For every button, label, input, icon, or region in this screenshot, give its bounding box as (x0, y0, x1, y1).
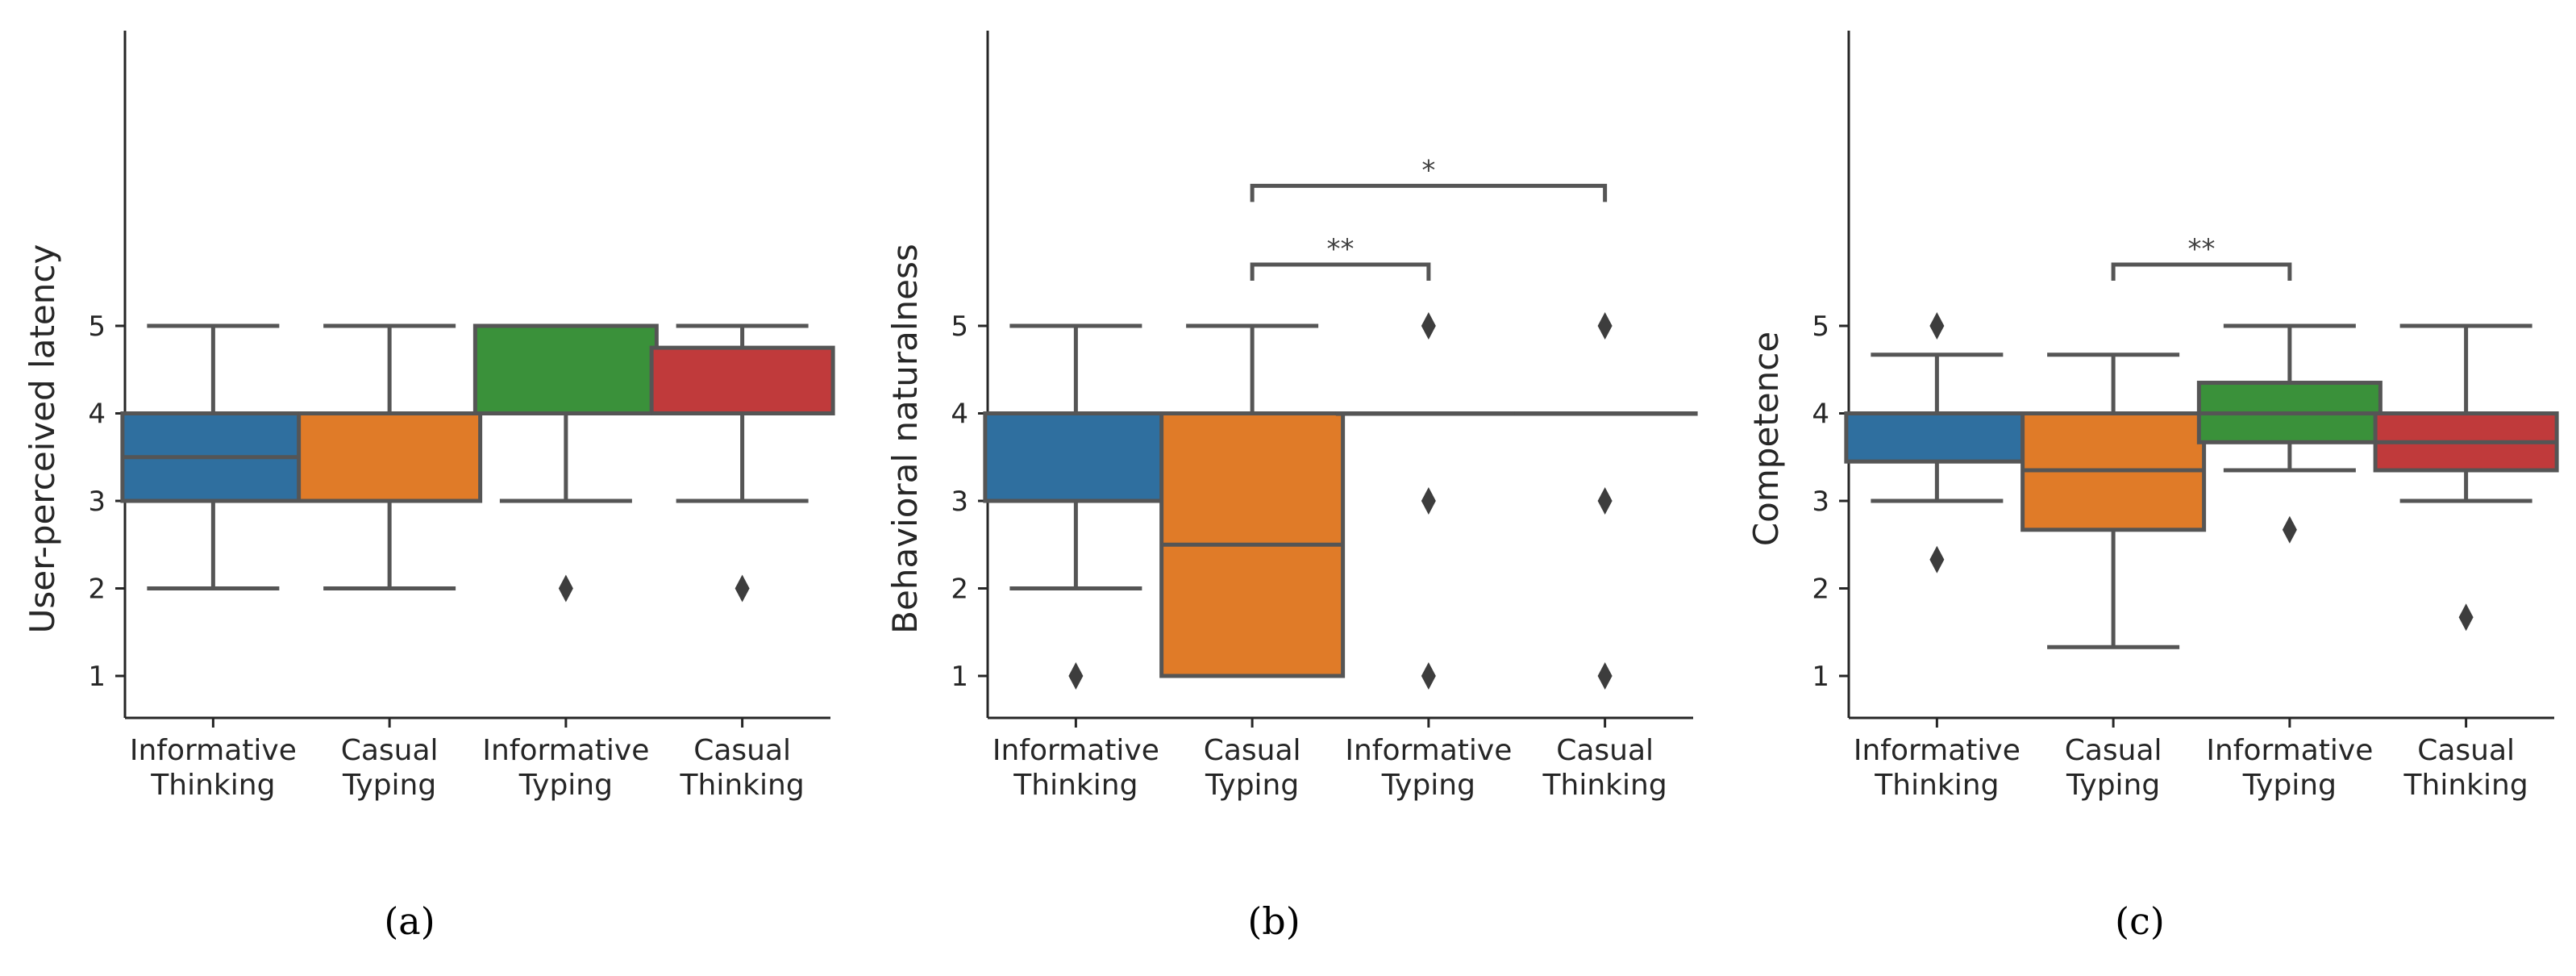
x-tick-label: Casual (1556, 734, 1654, 767)
x-tick-label: Thinking (1013, 769, 1138, 802)
y-tick-label: 5 (88, 311, 106, 343)
y-tick-label: 5 (1812, 311, 1829, 343)
box-body (472, 323, 659, 415)
x-tick-label: Informative (1854, 734, 2020, 767)
outlier-marker (1068, 662, 1084, 690)
x-tick-label: Thinking (1542, 769, 1667, 802)
box-1 (983, 323, 1169, 690)
x-tick-label: Informative (130, 734, 297, 767)
box-3 (2196, 323, 2382, 544)
y-tick-label: 2 (1812, 574, 1829, 606)
significance-bracket (1250, 262, 1431, 282)
y-tick-label: 1 (1812, 661, 1829, 693)
x-tick-label: Thinking (150, 769, 275, 802)
x-tick-label: Informative (482, 734, 649, 767)
x-tick-label: Casual (1204, 734, 1301, 767)
outlier-marker (1597, 662, 1613, 690)
box-2 (2020, 352, 2207, 649)
x-tick-label: Typing (1381, 769, 1475, 802)
y-axis-title: Behavioral naturalness (885, 244, 925, 634)
significance-label: * (1421, 154, 1435, 186)
box-3 (1335, 312, 1521, 690)
outlier-marker (735, 574, 750, 603)
significance-bracket (2111, 262, 2292, 282)
outlier-marker (558, 574, 573, 603)
box-body (297, 411, 483, 503)
outlier-marker (1929, 312, 1945, 340)
x-tick-label: Typing (2066, 769, 2160, 802)
x-tick-label: Casual (2065, 734, 2162, 767)
x-tick-label: Informative (1345, 734, 1512, 767)
outlier-marker (2458, 603, 2474, 632)
y-tick-label: 3 (951, 486, 968, 518)
significance-label: ** (1327, 233, 1355, 265)
significance-bracket (1250, 183, 1608, 202)
outlier-marker (1597, 312, 1613, 340)
box-2 (297, 323, 483, 590)
outlier-marker (1421, 312, 1436, 340)
y-tick-label: 3 (88, 486, 106, 518)
box-body (1844, 411, 2030, 464)
x-tick-label: Informative (2206, 734, 2373, 767)
panel-label: (c) (2115, 899, 2165, 943)
chart-panel-3: 12345CompetenceInformativeThinkingCasual… (1746, 31, 2559, 943)
y-tick-label: 4 (951, 398, 968, 431)
box-body (649, 345, 835, 415)
y-tick-label: 2 (951, 574, 968, 606)
outlier-marker (1597, 487, 1613, 515)
box-1 (1844, 312, 2030, 574)
x-tick-label: Informative (993, 734, 1159, 767)
significance-label: ** (2188, 233, 2216, 265)
box-4 (2373, 323, 2559, 632)
y-tick-label: 3 (1812, 486, 1829, 518)
box-1 (120, 323, 306, 590)
y-tick-label: 1 (88, 661, 106, 693)
outlier-marker (1421, 662, 1436, 690)
y-axis-title: User-perceived latency (23, 244, 62, 634)
y-tick-label: 4 (1812, 398, 1829, 431)
box-4 (1512, 312, 1698, 690)
x-tick-label: Thinking (1874, 769, 1999, 802)
x-tick-label: Typing (342, 769, 436, 802)
x-tick-label: Casual (341, 734, 439, 767)
outlier-marker (2282, 515, 2297, 544)
y-axis-title: Competence (1746, 332, 1786, 546)
box-2 (1159, 323, 1346, 678)
box-4 (649, 323, 835, 603)
x-tick-label: Typing (1205, 769, 1299, 802)
y-tick-label: 4 (88, 398, 106, 431)
x-tick-label: Casual (693, 734, 791, 767)
y-tick-label: 1 (951, 661, 968, 693)
panel-label: (a) (384, 899, 435, 943)
x-tick-label: Typing (518, 769, 613, 802)
x-tick-label: Thinking (2403, 769, 2528, 802)
outlier-marker (1421, 487, 1436, 515)
x-tick-label: Typing (2242, 769, 2337, 802)
y-tick-label: 2 (88, 574, 106, 606)
box-3 (472, 323, 659, 603)
x-tick-label: Thinking (680, 769, 805, 802)
y-tick-label: 5 (951, 311, 968, 343)
outlier-marker (1929, 545, 1945, 574)
box-body (983, 411, 1169, 503)
panel-label: (b) (1247, 899, 1300, 943)
x-tick-label: Casual (2417, 734, 2515, 767)
